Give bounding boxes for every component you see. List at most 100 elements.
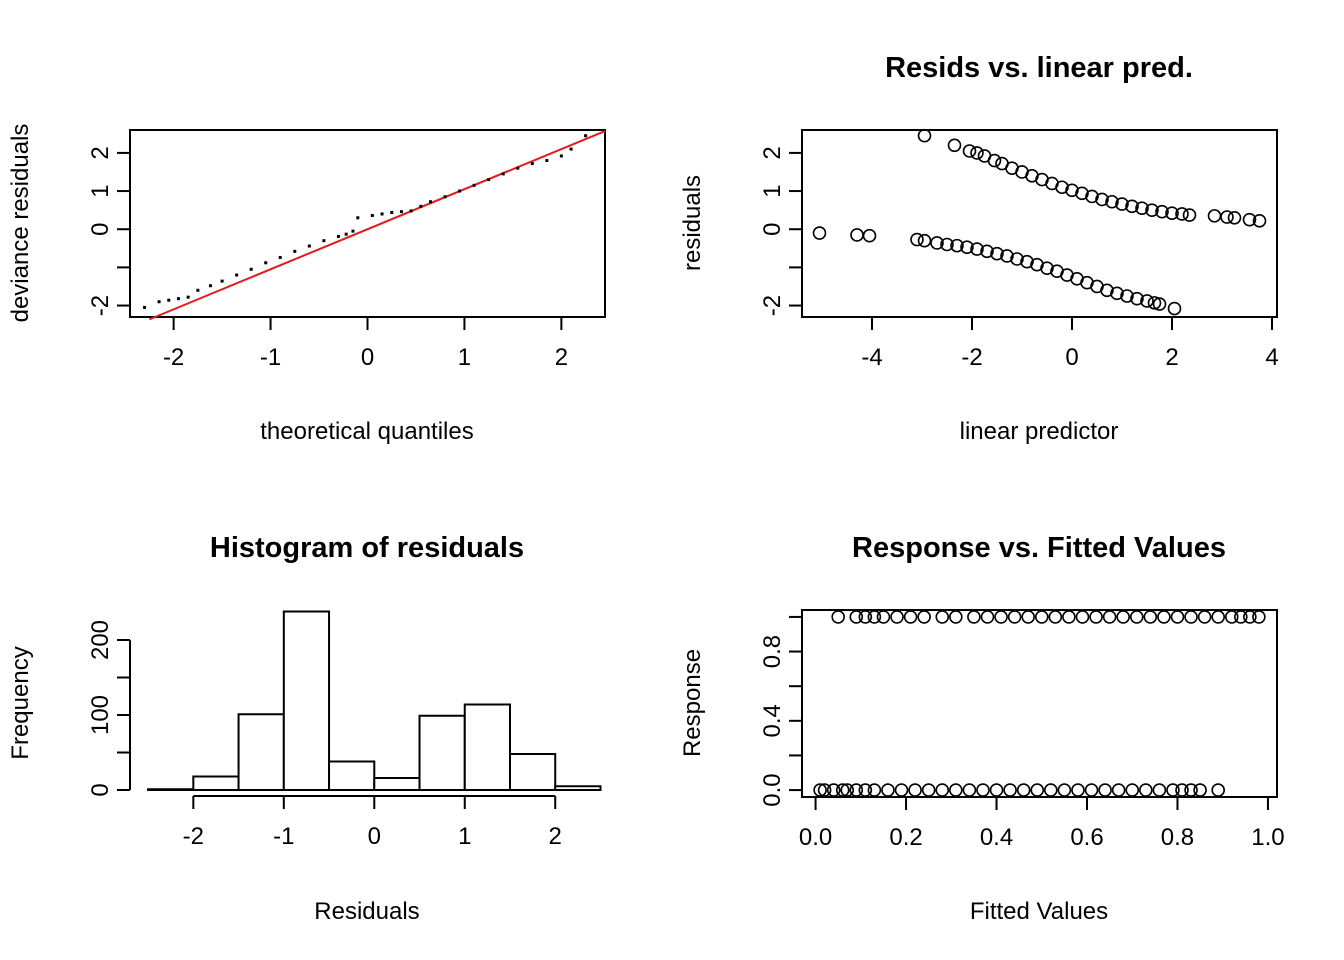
x-tick-label: 1 (458, 344, 471, 371)
residual-point (1040, 261, 1054, 275)
response-point (921, 783, 936, 797)
response-point (1193, 783, 1207, 797)
residual-point (1167, 301, 1182, 316)
response-point (989, 783, 1004, 797)
residual-point (1125, 199, 1139, 214)
response-point (835, 783, 850, 797)
residual-point (940, 237, 954, 252)
residual-point (1100, 283, 1114, 298)
residual-point (1182, 208, 1197, 222)
residuals-plot-x-axis: -4 -2 0 2 4 (861, 317, 1279, 371)
y-tick-label: 2 (759, 146, 786, 159)
residual-point (980, 244, 994, 259)
x-tick-label: 0.4 (980, 824, 1013, 851)
response-point (1139, 783, 1153, 797)
x-tick-label: 0 (368, 823, 381, 850)
residuals-plot-x-label: linear predictor (960, 418, 1119, 445)
qq-point (390, 210, 394, 214)
response-point (858, 783, 873, 797)
response-plot-frame (801, 609, 1278, 798)
residuals-plot-marks (812, 128, 1267, 316)
response-point (894, 783, 909, 797)
qq-point (264, 261, 268, 265)
x-tick-label: 2 (1165, 344, 1178, 371)
qq-point (157, 300, 161, 304)
qq-plot-panel: -2 -1 0 1 2 -2 0 1 2 theoretical quantiles devi… (7, 124, 606, 445)
residual-point (1175, 207, 1189, 221)
response-point (831, 610, 845, 624)
residual-point (990, 246, 1004, 261)
qq-point (545, 159, 549, 163)
response-point (849, 610, 864, 624)
response-point (1157, 610, 1171, 624)
qq-point (249, 267, 253, 271)
residual-point (1252, 214, 1267, 228)
response-point (826, 783, 841, 797)
response-point (1125, 783, 1140, 797)
residual-point (1075, 186, 1089, 201)
qq-point (458, 189, 462, 193)
response-point (949, 610, 963, 624)
residual-point (1130, 291, 1144, 306)
x-tick-label: 0.0 (799, 824, 832, 851)
qq-plot-y-axis: -2 0 1 2 (87, 146, 130, 316)
histogram-bar (418, 714, 466, 791)
qq-point (472, 183, 476, 187)
histogram-x-axis: -2 -1 0 1 2 (183, 795, 562, 850)
histogram-bar (282, 610, 331, 791)
residuals-plot-panel: Resids vs. linear pred. -4 -2 0 2 4 -2 0 1 2 li… (679, 52, 1279, 445)
residual-point (1105, 194, 1119, 209)
residual-point (917, 233, 932, 248)
response-point (994, 610, 1008, 624)
qq-point (176, 297, 180, 301)
response-point (1175, 783, 1189, 797)
residual-point (1227, 210, 1242, 225)
residual-point (1152, 297, 1167, 311)
response-point (1166, 783, 1180, 797)
histogram-bar (192, 775, 240, 791)
qq-point (307, 244, 311, 248)
residual-point (1220, 210, 1234, 224)
qq-point (370, 213, 374, 217)
residual-point (1135, 201, 1149, 216)
residual-point (812, 226, 827, 240)
response-point (1243, 610, 1257, 624)
residual-point (1155, 204, 1169, 219)
response-point (1016, 783, 1031, 797)
residual-point (917, 128, 932, 143)
qq-point (351, 229, 355, 233)
residual-point (1115, 197, 1129, 211)
response-plot-x-label: Fitted Values (970, 898, 1108, 925)
qq-point (220, 279, 224, 283)
response-point (881, 783, 895, 797)
y-tick-label: 0 (87, 783, 114, 796)
residual-point (1120, 289, 1134, 303)
qq-point (322, 239, 326, 243)
residuals-plot-frame (801, 129, 1278, 318)
response-point (1098, 783, 1112, 797)
residual-point (987, 153, 1002, 168)
response-point (817, 783, 832, 797)
residual-point (1140, 294, 1154, 308)
qq-point (501, 172, 505, 176)
residual-point (950, 238, 964, 253)
response-point (1062, 610, 1076, 624)
response-point (1057, 783, 1072, 797)
qq-point (196, 288, 200, 292)
x-tick-label: -1 (273, 823, 294, 850)
y-tick-label: 0.0 (759, 773, 786, 806)
x-tick-label: 1 (458, 823, 471, 850)
qq-point (584, 134, 588, 138)
response-plot-y-label: Response (679, 649, 706, 757)
x-tick-label: 1.0 (1251, 824, 1284, 851)
qq-point (235, 273, 239, 277)
response-point (1252, 610, 1266, 624)
response-point (1143, 610, 1158, 624)
residual-point (930, 236, 944, 250)
residual-point (1145, 203, 1159, 217)
residual-point (910, 232, 924, 247)
histogram-y-label: Frequency (7, 646, 34, 759)
x-tick-label: 2 (555, 344, 568, 371)
residual-point (1065, 183, 1079, 198)
x-tick-label: 0.2 (889, 824, 922, 851)
